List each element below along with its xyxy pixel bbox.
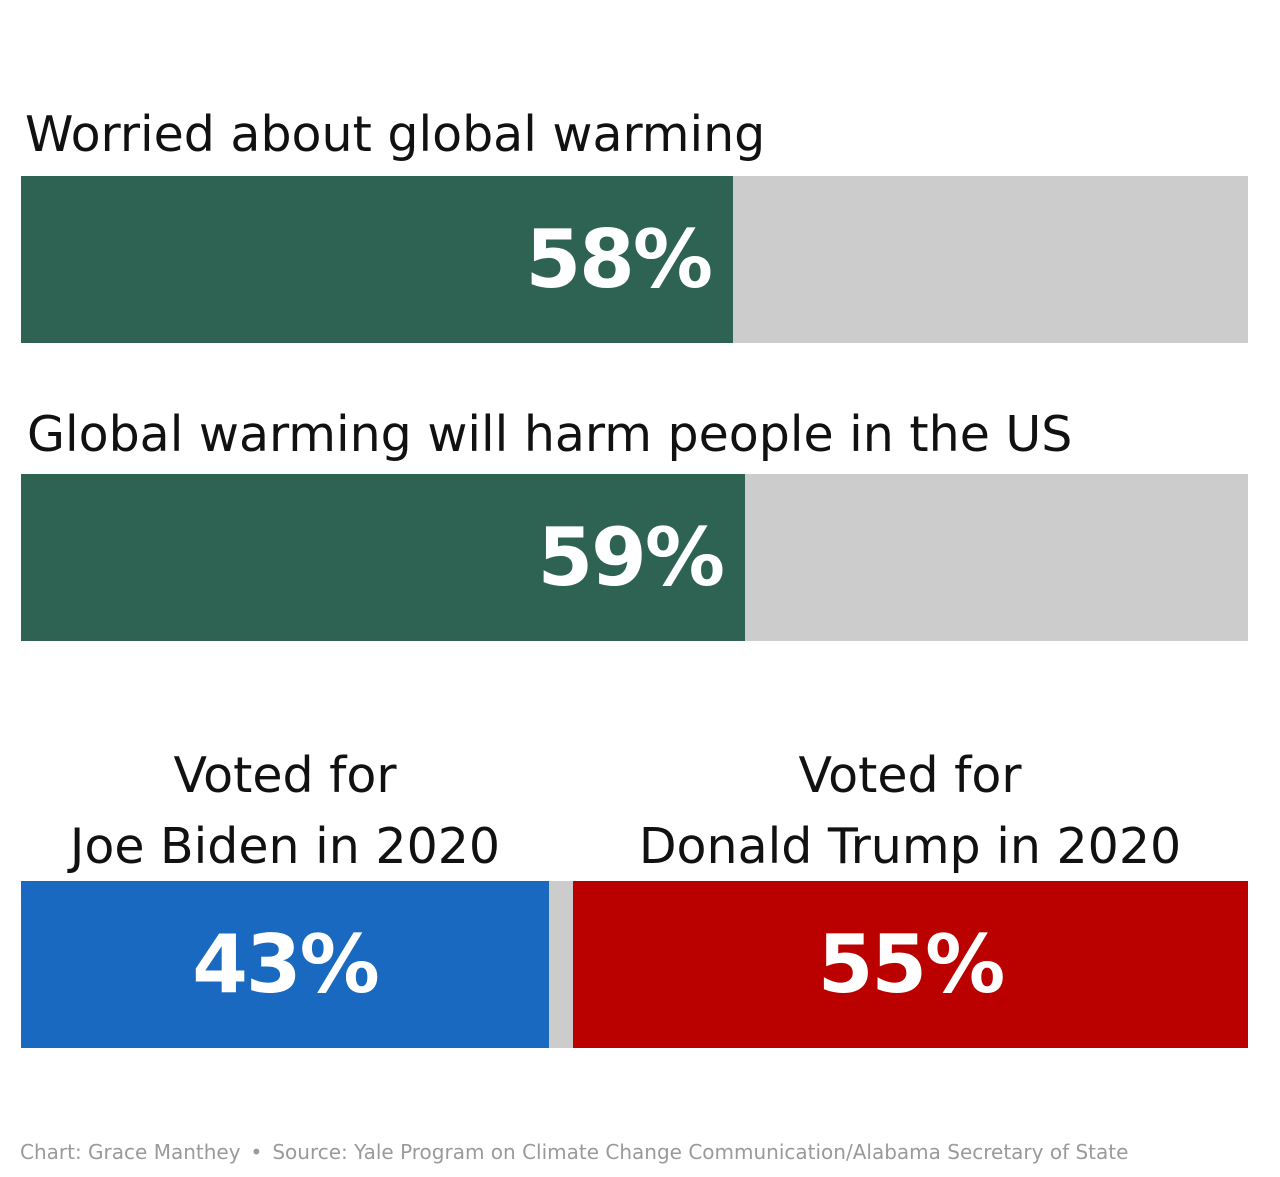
vote-bar-trump: 55% <box>573 881 1248 1048</box>
vote-value-trump: 55% <box>817 918 1005 1011</box>
vote-label-trump-line2: Donald Trump in 2020 <box>638 818 1182 875</box>
vote-label-trump-line1: Voted for <box>798 747 1022 804</box>
footer-separator: • <box>250 1140 263 1164</box>
bar-fill-harm <box>21 474 745 641</box>
vote-label-biden: Voted for Joe Biden in 2020 <box>5 740 565 882</box>
bar-track-worried: 58% <box>21 176 1248 343</box>
vote-bar-track: 43% 55% <box>21 881 1248 1048</box>
vote-label-biden-line2: Joe Biden in 2020 <box>69 818 501 875</box>
bar-title-harm: Global warming will harm people in the U… <box>27 406 1073 463</box>
bar-fill-worried <box>21 176 733 343</box>
chart-footer: Chart: Grace Manthey • Source: Yale Progra… <box>20 1140 1128 1164</box>
chart-source: Source: Yale Program on Climate Change C… <box>272 1140 1129 1164</box>
chart-credit: Chart: Grace Manthey <box>20 1140 241 1164</box>
bar-value-harm: 59% <box>537 511 725 604</box>
bar-track-harm: 59% <box>21 474 1248 641</box>
vote-value-biden: 43% <box>192 918 379 1011</box>
bar-title-worried: Worried about global warming <box>25 106 766 163</box>
vote-bar-biden: 43% <box>21 881 549 1048</box>
vote-label-biden-line1: Voted for <box>173 747 397 804</box>
bar-value-worried: 58% <box>525 213 713 306</box>
vote-label-trump: Voted for Donald Trump in 2020 <box>630 740 1190 882</box>
